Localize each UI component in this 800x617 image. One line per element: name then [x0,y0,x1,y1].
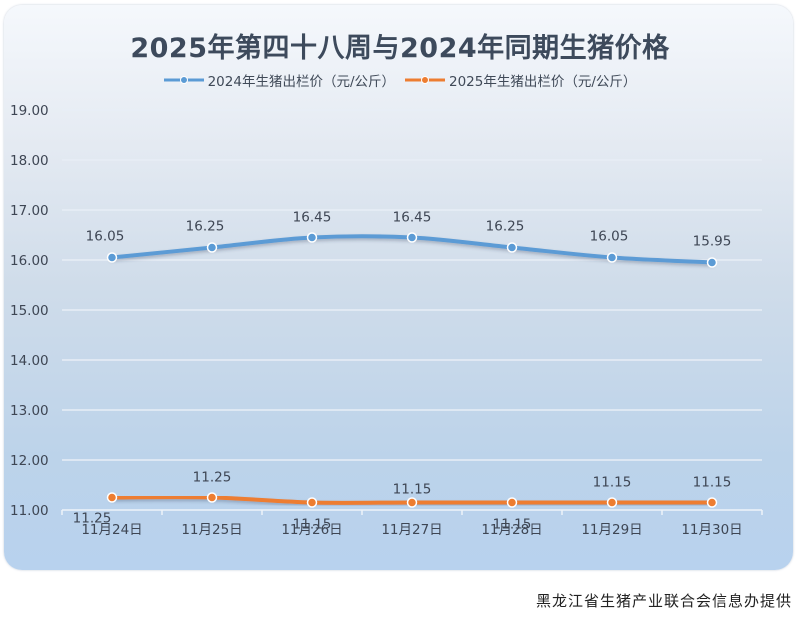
y-axis-tick-label: 19.00 [10,103,49,119]
data-label: 16.45 [393,210,432,226]
data-label: 11.15 [693,475,732,491]
data-label: 16.05 [590,229,629,245]
data-point-marker-icon [506,242,518,253]
y-axis-tick-label: 13.00 [10,403,49,419]
x-axis-tick-label: 11月28日 [481,522,542,538]
data-point-marker-icon [206,492,218,503]
data-point-marker-icon [106,252,118,263]
data-label: 11.25 [73,511,112,527]
data-point-marker-icon [506,497,518,508]
legend-label-2025: 2025年生猪出栏价（元/公斤） [449,74,637,90]
data-point-marker-icon [206,242,218,253]
legend-item-2025: 2025年生猪出栏价（元/公斤） [405,70,636,90]
x-axis-tick-label: 11月30日 [681,522,742,538]
data-label: 11.15 [293,517,332,533]
chart-card [4,5,793,570]
x-axis-tick-label: 11月25日 [181,522,242,538]
data-label: 11.25 [193,470,232,486]
legend-line-marker-icon [163,76,204,84]
y-axis-tick-label: 15.00 [10,303,49,319]
data-point-marker-icon [406,232,418,243]
y-axis-tick-label: 16.00 [10,253,49,269]
data-point-marker-icon [706,497,718,508]
data-label: 11.15 [593,475,632,491]
data-label: 16.05 [86,229,125,245]
data-label: 16.25 [186,219,225,235]
data-label: 15.95 [693,234,732,250]
data-point-marker-icon [606,252,618,263]
data-point-marker-icon [606,497,618,508]
y-axis-tick-label: 18.00 [10,153,49,169]
data-point-marker-icon [406,497,418,508]
data-label: 16.25 [486,219,525,235]
y-axis-tick-label: 11.00 [10,503,49,519]
x-axis-tick-label: 11月26日 [281,522,342,538]
chart-title: 2025年第四十八周与2024年同期生猪价格 [130,33,670,64]
data-point-marker-icon [306,232,318,243]
legend-label-2024: 2024年生猪出栏价（元/公斤） [207,74,395,90]
x-axis-tick-label: 11月24日 [81,522,142,538]
y-axis-tick-label: 17.00 [10,203,49,219]
chart-legend: 2024年生猪出栏价（元/公斤） 2025年生猪出栏价（元/公斤） [0,70,800,90]
data-label: 11.15 [393,482,432,498]
data-point-marker-icon [706,257,718,268]
data-label: 11.15 [493,517,532,533]
legend-line-marker-icon [405,76,445,84]
source-credit: 黑龙江省生猪产业联合会信息办提供 [535,592,792,610]
data-point-marker-icon [106,492,118,503]
y-axis-tick-label: 14.00 [10,353,49,369]
x-axis-tick-label: 11月29日 [581,522,642,538]
legend-item-2024: 2024年生猪出栏价（元/公斤） [163,70,395,90]
data-label: 16.45 [293,210,332,226]
data-point-marker-icon [306,497,318,508]
y-axis-tick-label: 12.00 [10,453,49,469]
x-axis-tick-label: 11月27日 [381,522,442,538]
